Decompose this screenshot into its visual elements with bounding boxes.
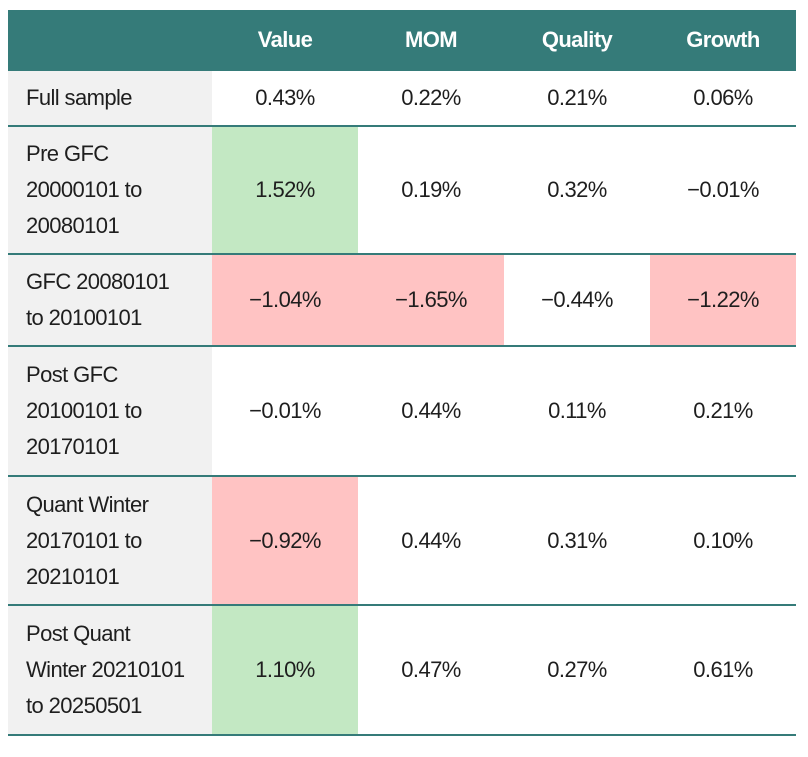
table-row: Pre GFC 20000101 to 20080101 1.52% 0.19% 0.32… bbox=[8, 125, 796, 254]
value-cell: 0.19% bbox=[358, 125, 504, 254]
value-cell: −1.65% bbox=[358, 253, 504, 346]
value-cell: 0.31% bbox=[504, 475, 650, 605]
row-label-line: Winter 20210101 bbox=[26, 657, 185, 682]
value-text: 1.10% bbox=[255, 657, 315, 682]
value-text: 0.32% bbox=[547, 177, 607, 202]
value-text: −1.22% bbox=[687, 287, 759, 312]
row-label-line: Post GFC bbox=[26, 362, 118, 387]
value-cell: −1.04% bbox=[212, 253, 358, 346]
value-cell: 0.27% bbox=[504, 604, 650, 736]
value-cell: 1.10% bbox=[212, 604, 358, 736]
value-cell: 0.10% bbox=[650, 475, 796, 605]
row-label: GFC 20080101 to 20100101 bbox=[8, 253, 212, 346]
value-cell: −0.01% bbox=[212, 345, 358, 476]
value-text: 0.06% bbox=[693, 85, 753, 110]
value-text: 0.27% bbox=[547, 657, 607, 682]
row-label-line: 20000101 to bbox=[26, 177, 142, 202]
header-cell: MOM bbox=[358, 10, 504, 70]
header-cell: Quality bbox=[504, 10, 650, 70]
row-label: Post GFC 20100101 to 20170101 bbox=[8, 345, 212, 476]
header-text: Value bbox=[257, 26, 313, 52]
header-text: Growth bbox=[686, 26, 760, 52]
value-cell: 0.32% bbox=[504, 125, 650, 254]
value-cell: 0.44% bbox=[358, 475, 504, 605]
row-label: Quant Winter 20170101 to 20210101 bbox=[8, 475, 212, 605]
value-text: 0.43% bbox=[255, 85, 315, 110]
value-text: −0.92% bbox=[249, 527, 321, 553]
row-label-line: Quant Winter bbox=[26, 491, 149, 517]
value-text: −1.04% bbox=[249, 287, 321, 312]
row-label-line: GFC 20080101 bbox=[26, 269, 170, 294]
table: Value MOM Quality Growth Full sample 0.43% 0.… bbox=[8, 10, 796, 736]
value-text: −0.44% bbox=[541, 287, 613, 312]
row-label-line: 20170101 to bbox=[26, 527, 142, 553]
table-row: Quant Winter 20170101 to 20210101 −0.92% 0.4… bbox=[8, 475, 796, 605]
row-label-line: Full sample bbox=[26, 85, 132, 110]
value-text: 0.21% bbox=[547, 85, 607, 110]
row-label: Full sample bbox=[8, 69, 212, 126]
value-cell: 0.22% bbox=[358, 69, 504, 126]
table-container: Value MOM Quality Growth Full sample 0.43% 0.… bbox=[8, 10, 796, 736]
value-cell: 0.21% bbox=[650, 345, 796, 476]
value-text: −1.65% bbox=[395, 287, 467, 312]
row-label-line: to 20250501 bbox=[26, 693, 142, 718]
value-text: 0.44% bbox=[401, 398, 461, 423]
row-label: Post Quant Winter 20210101 to 20250501 bbox=[8, 604, 212, 736]
row-label: Pre GFC 20000101 to 20080101 bbox=[8, 125, 212, 254]
row-label-line: Post Quant bbox=[26, 621, 131, 646]
table-row: Post GFC 20100101 to 20170101 −0.01% 0.44% 0.… bbox=[8, 345, 796, 476]
value-cell: 1.52% bbox=[212, 125, 358, 254]
value-text: −0.01% bbox=[249, 398, 321, 423]
header-text: MOM bbox=[405, 26, 458, 52]
header-text: Quality bbox=[541, 26, 613, 52]
value-cell: −0.44% bbox=[504, 253, 650, 346]
header-cell bbox=[8, 10, 212, 70]
value-text: 0.61% bbox=[693, 657, 753, 682]
value-cell: 0.47% bbox=[358, 604, 504, 736]
value-text: 1.52% bbox=[255, 177, 315, 202]
value-text: −0.01% bbox=[687, 177, 759, 202]
row-label-line: 20100101 to bbox=[26, 398, 142, 423]
header-row: Value MOM Quality Growth bbox=[8, 10, 796, 70]
row-label-line: Pre GFC bbox=[26, 141, 109, 166]
value-cell: −1.22% bbox=[650, 253, 796, 346]
value-cell: −0.01% bbox=[650, 125, 796, 254]
header-cell: Growth bbox=[650, 10, 796, 70]
value-cell: 0.43% bbox=[212, 69, 358, 126]
value-text: 0.22% bbox=[401, 85, 461, 110]
row-label-line: 20080101 bbox=[26, 213, 120, 238]
value-text: 0.47% bbox=[401, 657, 461, 682]
row-label-line: to 20100101 bbox=[26, 305, 142, 330]
value-cell: 0.06% bbox=[650, 69, 796, 126]
header-cell: Value bbox=[212, 10, 358, 70]
value-text: 0.19% bbox=[401, 177, 461, 202]
value-cell: 0.11% bbox=[504, 345, 650, 476]
value-text: 0.10% bbox=[693, 527, 753, 553]
table-row: Full sample 0.43% 0.22% 0.21% 0.06% bbox=[8, 69, 796, 126]
value-text: 0.11% bbox=[548, 398, 606, 423]
row-label-line: 20210101 bbox=[26, 563, 120, 589]
value-cell: 0.44% bbox=[358, 345, 504, 476]
value-text: 0.31% bbox=[547, 527, 607, 553]
value-cell: 0.21% bbox=[504, 69, 650, 126]
value-text: 0.44% bbox=[401, 527, 461, 553]
table-row: GFC 20080101 to 20100101 −1.04% −1.65% −0.44… bbox=[8, 253, 796, 346]
row-label-line: 20170101 bbox=[26, 434, 120, 459]
value-text: 0.21% bbox=[693, 398, 753, 423]
value-cell: 0.61% bbox=[650, 604, 796, 736]
value-cell: −0.92% bbox=[212, 475, 358, 605]
table-row: Post Quant Winter 20210101 to 20250501 1.10… bbox=[8, 604, 796, 736]
table-body: Full sample 0.43% 0.22% 0.21% 0.06% Pre GFC 20… bbox=[8, 69, 796, 736]
